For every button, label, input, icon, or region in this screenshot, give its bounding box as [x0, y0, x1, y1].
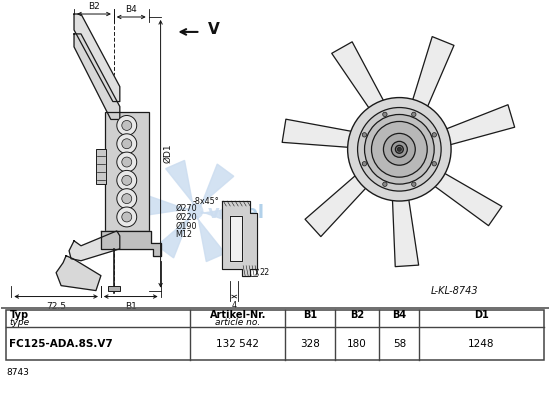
- Text: ØD1: ØD1: [163, 144, 173, 163]
- Text: 1248: 1248: [468, 339, 494, 349]
- Bar: [96, 149, 106, 184]
- Polygon shape: [101, 231, 161, 256]
- Polygon shape: [392, 181, 419, 267]
- Circle shape: [117, 152, 137, 172]
- Polygon shape: [429, 105, 515, 150]
- Text: V: V: [208, 22, 220, 37]
- Polygon shape: [222, 201, 257, 275]
- Circle shape: [117, 115, 137, 136]
- Circle shape: [117, 207, 137, 227]
- Circle shape: [122, 139, 132, 149]
- Circle shape: [411, 112, 416, 117]
- Circle shape: [188, 203, 204, 219]
- Circle shape: [117, 189, 137, 209]
- Polygon shape: [157, 215, 192, 258]
- Circle shape: [383, 112, 387, 117]
- Circle shape: [362, 162, 367, 166]
- Circle shape: [122, 194, 132, 204]
- Circle shape: [371, 122, 427, 177]
- Circle shape: [432, 133, 437, 137]
- Text: Ø220: Ø220: [175, 213, 197, 221]
- Text: B4: B4: [392, 310, 406, 320]
- Text: 58: 58: [393, 339, 406, 349]
- Polygon shape: [305, 163, 378, 237]
- Text: M12: M12: [175, 230, 192, 239]
- Circle shape: [392, 141, 408, 157]
- Text: vent: vent: [207, 204, 253, 222]
- Bar: [105, 111, 148, 231]
- Polygon shape: [144, 195, 190, 216]
- Text: Artikel-Nr.: Artikel-Nr.: [210, 310, 266, 320]
- Circle shape: [358, 107, 441, 191]
- Text: -8x45°: -8x45°: [192, 196, 219, 206]
- Circle shape: [397, 147, 401, 151]
- Circle shape: [117, 134, 137, 154]
- Text: 4: 4: [232, 300, 236, 310]
- Text: Ø270: Ø270: [175, 203, 197, 213]
- Bar: [7, 310, 543, 360]
- Polygon shape: [74, 14, 120, 101]
- Text: B4: B4: [125, 5, 137, 14]
- Polygon shape: [166, 160, 195, 206]
- Text: B1: B1: [302, 310, 317, 320]
- Polygon shape: [201, 207, 247, 227]
- Polygon shape: [56, 256, 101, 291]
- Circle shape: [411, 182, 416, 186]
- Text: 328: 328: [300, 339, 320, 349]
- Text: FC125-ADA.8S.V7: FC125-ADA.8S.V7: [9, 339, 113, 349]
- Text: tel: tel: [238, 204, 265, 222]
- Polygon shape: [74, 34, 120, 119]
- Text: L-KL-8743: L-KL-8743: [430, 286, 478, 296]
- Polygon shape: [196, 217, 225, 261]
- Circle shape: [117, 170, 137, 190]
- Circle shape: [365, 115, 434, 184]
- Polygon shape: [199, 164, 234, 207]
- Text: Ø190: Ø190: [175, 221, 197, 231]
- Text: 132 542: 132 542: [216, 339, 259, 349]
- Text: B2: B2: [88, 2, 100, 11]
- Text: type: type: [9, 318, 30, 327]
- Text: 72.5: 72.5: [46, 302, 66, 310]
- Text: B1: B1: [125, 302, 137, 310]
- Circle shape: [122, 120, 132, 130]
- Text: 22: 22: [259, 268, 270, 277]
- Circle shape: [432, 162, 437, 166]
- Polygon shape: [408, 36, 454, 124]
- Circle shape: [362, 133, 367, 137]
- Polygon shape: [332, 42, 392, 123]
- Bar: [108, 286, 120, 291]
- Circle shape: [395, 145, 403, 153]
- Circle shape: [122, 212, 132, 222]
- Polygon shape: [230, 216, 242, 261]
- Circle shape: [348, 97, 451, 201]
- Text: 180: 180: [347, 339, 367, 349]
- Polygon shape: [420, 164, 502, 226]
- Text: Typ: Typ: [9, 310, 29, 320]
- Polygon shape: [282, 119, 370, 149]
- Circle shape: [122, 175, 132, 185]
- Circle shape: [122, 157, 132, 167]
- Circle shape: [383, 182, 387, 186]
- Text: B2: B2: [350, 310, 364, 320]
- Circle shape: [383, 134, 415, 165]
- Text: article no.: article no.: [215, 318, 260, 327]
- Text: 8743: 8743: [7, 368, 29, 377]
- Polygon shape: [69, 231, 120, 261]
- Text: D1: D1: [474, 310, 489, 320]
